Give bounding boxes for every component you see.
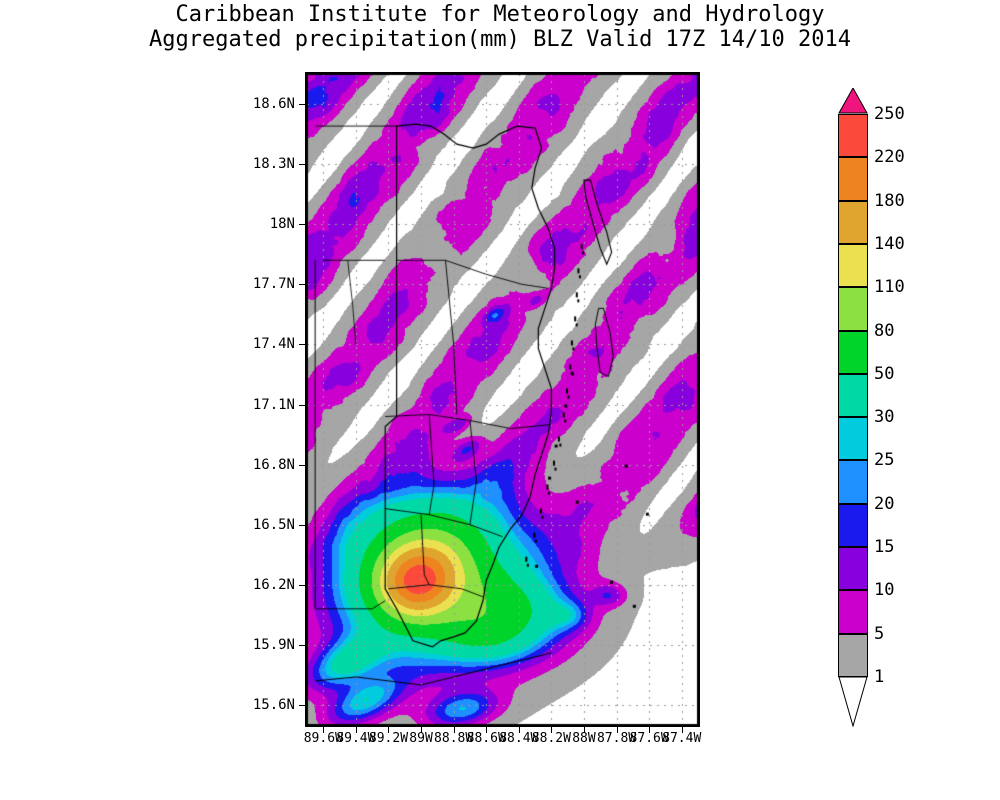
institute-title: Caribbean Institute for Meteorology and … (175, 2, 825, 27)
latitude-label: 18.3N (252, 156, 295, 173)
colorbar-band (838, 287, 868, 331)
colorbar-band (838, 373, 868, 418)
colorbar-band (838, 417, 868, 461)
latitude-label: 17.1N (252, 396, 295, 413)
latitude-tick (299, 584, 305, 586)
longitude-tick (453, 727, 455, 733)
latitude-label: 16.2N (252, 576, 295, 593)
longitude-tick (518, 727, 520, 733)
colorbar-tick-label: 140 (874, 233, 905, 254)
figure-title-block: Caribbean Institute for Meteorology and … (0, 2, 1000, 52)
longitude-tick (421, 727, 423, 733)
colorbar-tick-label: 15 (874, 537, 895, 558)
longitude-tick (551, 727, 553, 733)
longitude-tick (583, 727, 585, 733)
longitude-tick (323, 727, 325, 733)
longitude-label: 89W (409, 731, 433, 746)
colorbar-tick-label: 110 (874, 277, 905, 298)
colorbar-tick-label: 20 (874, 493, 895, 514)
latitude-label: 16.8N (252, 456, 295, 473)
colorbar-tick-label: 220 (874, 147, 905, 168)
colorbar-tick-label: 1 (874, 667, 885, 687)
longitude-tick (486, 727, 488, 733)
longitude-label: 89.2W (368, 731, 409, 746)
latitude-label: 16.5N (252, 516, 295, 533)
latitude-label: 18.6N (252, 96, 295, 113)
latitude-tick (299, 164, 305, 166)
latitude-tick (299, 344, 305, 346)
latitude-tick (299, 404, 305, 406)
longitude-label: 87.4W (662, 731, 702, 746)
longitude-tick (616, 727, 618, 733)
longitude-label: 88.4W (499, 731, 539, 746)
colorbar-band (838, 243, 868, 288)
latitude-tick (299, 524, 305, 526)
colorbar-tick-label: 25 (874, 450, 895, 471)
colorbar-band (838, 547, 868, 591)
colorbar-band (838, 590, 868, 634)
colorbar-tick-label: 250 (874, 104, 905, 124)
colorbar-tick-label: 80 (874, 320, 895, 341)
longitude-label: 89.6W (303, 731, 343, 746)
colorbar-band (838, 503, 868, 548)
longitude-tick (355, 727, 357, 733)
longitude-tick (388, 727, 390, 733)
latitude-tick (299, 704, 305, 706)
latitude-label: 17.4N (252, 336, 295, 353)
product-title: Aggregated precipitation(mm) BLZ Valid 1… (149, 27, 851, 52)
latitude-tick (299, 224, 305, 226)
colorbar-over-arrow (838, 86, 868, 114)
colorbar-band (838, 157, 868, 201)
colorbar-under-arrow (838, 676, 868, 728)
colorbar-tick-label: 50 (874, 363, 895, 384)
latitude-tick (299, 644, 305, 646)
latitude-tick (299, 104, 305, 106)
latitude-tick (299, 284, 305, 286)
colorbar-tick-label: 180 (874, 190, 905, 211)
map-plot-area (305, 72, 700, 727)
latitude-label: 17.7N (252, 276, 295, 293)
latitude-tick (299, 464, 305, 466)
longitude-label: 88.8W (434, 731, 474, 746)
colorbar-tick-label: 5 (874, 623, 885, 644)
longitude-label: 87.6W (629, 731, 669, 746)
latitude-label: 18N (269, 216, 295, 233)
longitude-label: 87.8W (596, 731, 637, 746)
longitude-label: 89.4W (336, 731, 376, 746)
longitude-tick (649, 727, 651, 733)
longitude-label: 88.2W (531, 731, 571, 746)
longitude-tick (681, 727, 683, 733)
colorbar-tick-label: 10 (874, 580, 895, 601)
colorbar-legend: 250 220 180 140 110 80 50 30 25 20 15 10 5 1 (838, 86, 905, 728)
colorbar-band (838, 200, 868, 244)
colorbar-band (838, 114, 868, 158)
colorbar-tick-label: 30 (874, 407, 895, 428)
colorbar-band (838, 460, 868, 504)
colorbar-band (838, 330, 868, 374)
latitude-label: 15.6N (252, 696, 295, 713)
precipitation-field-canvas (307, 74, 698, 725)
longitude-label: 88.6W (466, 731, 506, 746)
latitude-label: 15.9N (252, 636, 295, 653)
colorbar-band (838, 633, 868, 677)
longitude-label: 88W (572, 731, 596, 746)
